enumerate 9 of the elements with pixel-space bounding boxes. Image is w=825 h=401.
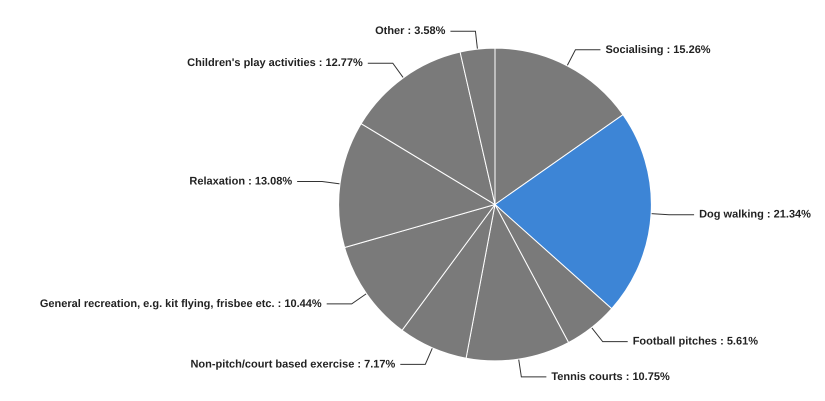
slice-label: Other : 3.58% [375, 25, 446, 38]
slice-label: Children's play activities : 12.77% [187, 57, 364, 70]
slice-label: General recreation, e.g. kit flying, frisbee etc. : 10.44% [40, 298, 322, 310]
slice-label: Non-pitch/court based exercise : 7.17% [190, 358, 396, 370]
slice-label: Socialising : 15.26% [605, 44, 711, 56]
slice-label: Dog walking : 21.34% [699, 208, 812, 221]
slice-label: Football pitches : 5.61% [632, 336, 758, 348]
slice-label: Tennis courts : 10.75% [551, 370, 670, 383]
slice-label: Relaxation : 13.08% [189, 175, 292, 188]
